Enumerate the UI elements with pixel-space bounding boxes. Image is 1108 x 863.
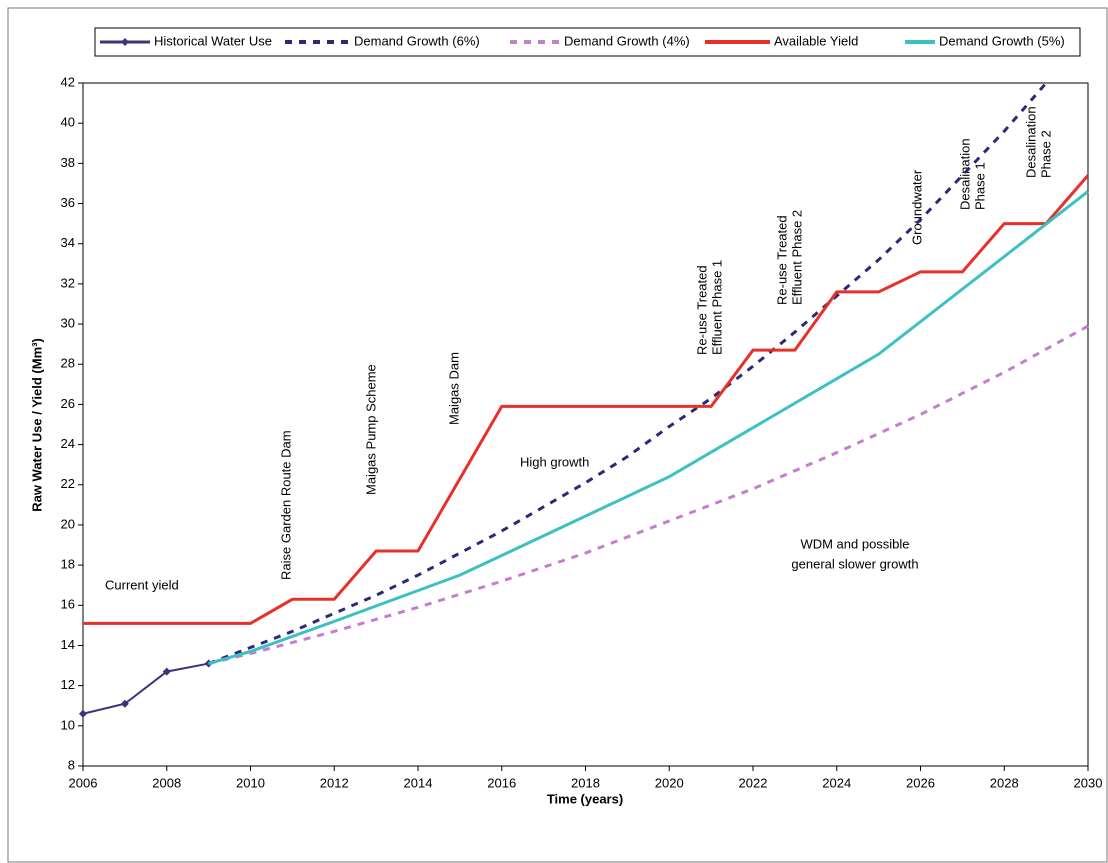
plot-area [82,82,1089,767]
annotation: Phase 1 [972,162,987,210]
legend-label: Demand Growth (6%) [354,33,480,48]
x-tick-label: 2026 [906,775,935,790]
y-tick-label: 10 [61,717,75,732]
annotation: Current yield [105,577,179,592]
annotation: Desalination [957,138,972,210]
y-tick-label: 18 [61,557,75,572]
series-line [83,174,1090,625]
x-tick-label: 2030 [1074,775,1103,790]
x-axis-label: Time (years) [547,791,623,806]
y-axis-label: Raw Water Use / Yield (Mm³) [29,338,44,512]
legend-label: Available Yield [774,33,858,48]
y-tick-label: 28 [61,356,75,371]
legend-label: Historical Water Use [154,33,272,48]
x-tick-label: 2006 [69,775,98,790]
legend-label: Demand Growth (5%) [939,33,1065,48]
annotation: Desalination [1023,106,1038,178]
annotation: Effluent Phase 2 [789,210,804,305]
x-tick-label: 2022 [739,775,768,790]
annotation: High growth [520,454,589,469]
x-tick-label: 2008 [152,775,181,790]
y-tick-label: 8 [68,757,75,772]
annotation: general slower growth [791,556,918,571]
y-tick-label: 32 [61,275,75,290]
y-tick-label: 20 [61,516,75,531]
marker [162,667,171,676]
annotation: WDM and possible [800,536,909,551]
y-tick-label: 14 [61,637,75,652]
y-tick-label: 26 [61,396,75,411]
x-tick-label: 2024 [822,775,851,790]
series-line [208,190,1089,665]
annotation: Effluent Phase 1 [709,260,724,355]
y-tick-label: 38 [61,155,75,170]
y-tick-label: 40 [61,115,75,130]
x-tick-label: 2028 [990,775,1019,790]
x-tick-label: 2012 [320,775,349,790]
annotation: Groundwater [909,169,924,245]
series-line [208,324,1089,666]
y-tick-label: 22 [61,476,75,491]
annotation: Re-use Treated [774,215,789,305]
legend-marker [121,38,129,46]
annotation: Re-use Treated [694,265,709,355]
y-tick-label: 34 [61,235,75,250]
x-tick-label: 2014 [404,775,433,790]
marker [120,699,129,708]
y-tick-label: 16 [61,597,75,612]
annotation: Phase 2 [1038,130,1053,178]
marker [79,709,87,718]
series-line [208,82,1048,665]
y-tick-label: 36 [61,195,75,210]
y-tick-label: 42 [61,74,75,89]
legend-label: Demand Growth (4%) [564,33,690,48]
series-line [82,662,209,715]
y-tick-label: 24 [61,436,75,451]
annotation: Maigas Pump Scheme [363,364,378,495]
annotation: Raise Garden Route Dam [278,430,293,580]
x-tick-label: 2010 [236,775,265,790]
x-tick-label: 2016 [487,775,516,790]
x-tick-label: 2018 [571,775,600,790]
annotation: Maigas Dam [446,352,461,425]
y-tick-label: 12 [61,677,75,692]
x-tick-label: 2020 [655,775,684,790]
y-tick-label: 30 [61,315,75,330]
